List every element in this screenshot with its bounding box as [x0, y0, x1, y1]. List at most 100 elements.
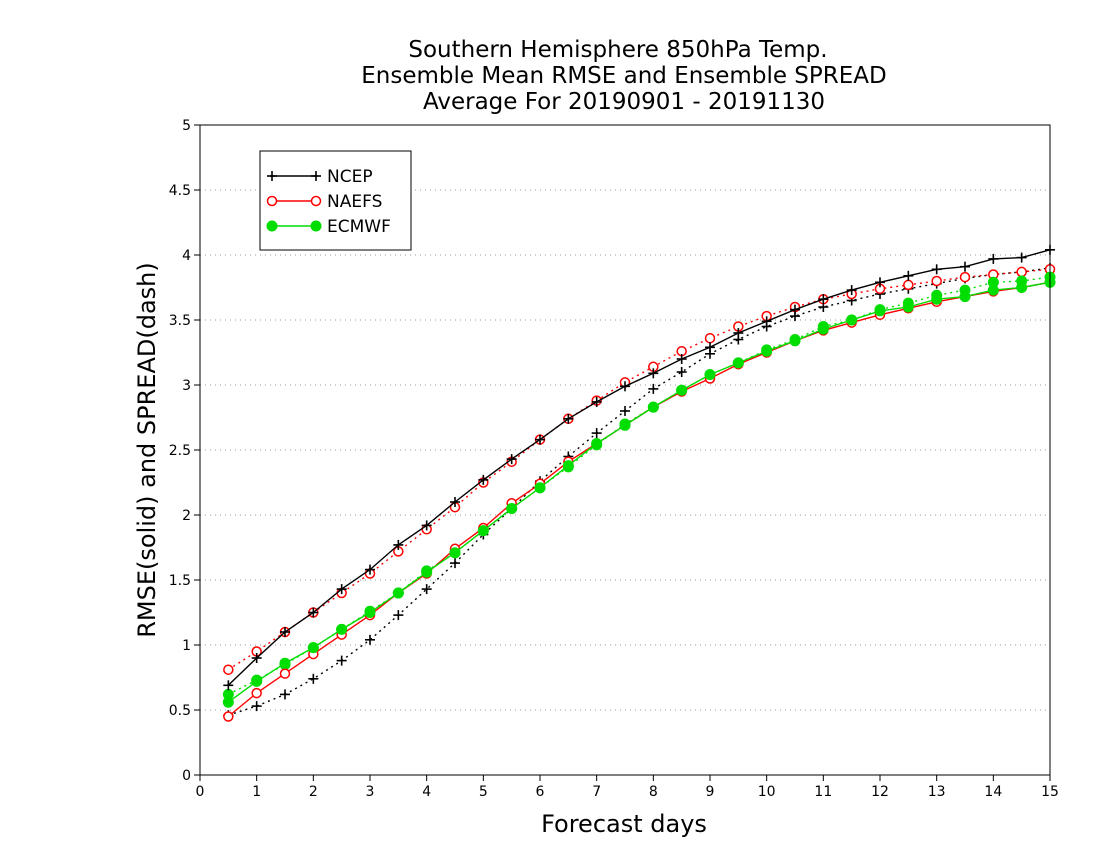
- point-ecmwf-rmse-26: [959, 291, 971, 303]
- point-ecmwf-rmse-8: [449, 547, 461, 559]
- line-naefs-spread: [227, 268, 1051, 671]
- point-ncep-rmse-14: [620, 381, 630, 392]
- point-ncep-rmse-3: [308, 607, 319, 618]
- point-ncep-rmse-11: [535, 434, 545, 445]
- chart-title-line-2: Ensemble Mean RMSE and Ensemble SPREAD: [361, 63, 886, 89]
- point-ncep-rmse-25: [931, 264, 942, 275]
- point-ecmwf-rmse-6: [392, 587, 404, 599]
- point-naefs-rmse-1: [251, 687, 262, 699]
- point-ncep-rmse-18: [733, 328, 744, 338]
- point-naefs-spread-26: [959, 271, 971, 283]
- legend-marker-left-ecmwf: [266, 220, 278, 232]
- point-ecmwf-rmse-0: [222, 696, 234, 708]
- series-naefs-rmse: [223, 277, 1056, 722]
- legend-item-naefs: NAEFS: [266, 192, 382, 212]
- point-ecmwf-rmse-10: [506, 503, 518, 514]
- legend-item-ncep: NCEP: [267, 167, 373, 187]
- x-tick-label-5: 5: [479, 784, 488, 800]
- point-ncep-rmse-10: [506, 454, 517, 465]
- point-ecmwf-rmse-24: [902, 301, 914, 313]
- point-naefs-spread-28: [1016, 266, 1027, 278]
- point-naefs-rmse-2: [279, 668, 291, 679]
- point-naefs-spread-25: [931, 275, 942, 287]
- point-naefs-spread-24: [903, 279, 914, 291]
- point-ncep-rmse-20: [790, 304, 800, 315]
- point-ncep-spread-14: [620, 406, 630, 416]
- point-ncep-spread-2: [280, 689, 290, 700]
- legend-label-naefs: NAEFS: [327, 192, 382, 212]
- y-tick-label-5: 2.5: [169, 443, 191, 459]
- point-ecmwf-rmse-22: [846, 314, 858, 326]
- legend-item-ecmwf: ECMWF: [266, 217, 391, 237]
- point-ecmwf-rmse-1: [251, 675, 263, 687]
- x-tick-label-14: 14: [984, 784, 1002, 800]
- y-tick-label-1: 0.5: [169, 703, 191, 719]
- x-tick-label-8: 8: [649, 784, 658, 800]
- y-tick-label-0: 0: [182, 768, 191, 784]
- x-tick-label-2: 2: [309, 784, 318, 800]
- point-ncep-spread-3: [308, 673, 319, 684]
- point-ecmwf-rmse-27: [987, 284, 999, 296]
- legend-marker-left-naefs: [266, 195, 278, 207]
- y-tick-label-4: 2: [182, 508, 191, 524]
- series-layer: [222, 244, 1056, 722]
- point-naefs-spread-0: [223, 664, 234, 675]
- y-tick-label-9: 4.5: [169, 183, 191, 199]
- chart-title-line-1: Southern Hemisphere 850hPa Temp.: [408, 37, 827, 63]
- point-ncep-rmse-24: [903, 270, 914, 281]
- point-ncep-rmse-0: [223, 680, 234, 691]
- x-tick-label-13: 13: [928, 784, 946, 800]
- point-ncep-rmse-17: [705, 342, 715, 353]
- point-ncep-spread-13: [591, 428, 602, 439]
- series-naefs-spread: [223, 264, 1056, 675]
- point-ecmwf-rmse-7: [421, 566, 433, 578]
- series-ncep-rmse: [223, 244, 1055, 691]
- point-ncep-rmse-21: [818, 294, 829, 305]
- x-tick-label-10: 10: [758, 784, 776, 800]
- point-ncep-spread-8: [450, 558, 460, 569]
- point-ncep-rmse-22: [846, 285, 857, 296]
- point-naefs-rmse-0: [223, 711, 234, 722]
- point-ncep-rmse-8: [450, 497, 460, 507]
- point-ncep-rmse-27: [988, 253, 999, 264]
- point-ncep-rmse-26: [960, 261, 970, 272]
- point-ncep-spread-6: [393, 610, 404, 621]
- line-ncep-spread: [228, 267, 1051, 716]
- x-tick-label-15: 15: [1041, 784, 1059, 800]
- point-ecmwf-rmse-25: [931, 293, 943, 305]
- point-ecmwf-rmse-16: [676, 384, 688, 396]
- point-ncep-rmse-4: [336, 584, 347, 595]
- series-ncep-spread: [223, 263, 1055, 721]
- y-tick-label-8: 4: [182, 248, 191, 264]
- legend: NCEP NAEFS ECMWF: [259, 150, 412, 251]
- point-ecmwf-rmse-28: [1016, 282, 1028, 293]
- x-tick-label-1: 1: [252, 784, 261, 800]
- y-tick-label-6: 3: [182, 378, 191, 394]
- x-tick-label-11: 11: [814, 784, 832, 800]
- point-ncep-spread-15: [648, 383, 659, 394]
- point-ncep-spread-16: [676, 367, 687, 377]
- point-ncep-rmse-23: [875, 277, 885, 288]
- legend-marker-right-naefs: [310, 195, 322, 207]
- legend-marker-right-ncep: [311, 171, 321, 181]
- point-ecmwf-rmse-15: [647, 401, 659, 413]
- point-ncep-rmse-16: [676, 354, 687, 364]
- point-ncep-rmse-9: [478, 474, 489, 485]
- point-ecmwf-rmse-20: [789, 335, 801, 347]
- point-ncep-spread-7: [421, 584, 432, 595]
- point-ecmwf-rmse-5: [364, 607, 376, 618]
- point-ncep-rmse-1: [251, 653, 262, 663]
- y-tick-label-10: 5: [182, 118, 191, 134]
- series-ecmwf-rmse: [222, 276, 1056, 708]
- x-tick-label-3: 3: [366, 784, 375, 800]
- chart-title-line-3: Average For 20190901 - 20191130: [423, 89, 825, 115]
- point-ncep-rmse-7: [421, 520, 432, 531]
- point-ncep-rmse-2: [280, 627, 290, 637]
- x-tick-label-4: 4: [422, 784, 431, 800]
- point-ecmwf-rmse-11: [534, 482, 546, 494]
- point-ecmwf-rmse-18: [732, 357, 744, 369]
- point-ncep-rmse-13: [591, 396, 602, 407]
- gridlines: [200, 189, 1050, 711]
- legend-marker-right-ecmwf: [310, 220, 322, 232]
